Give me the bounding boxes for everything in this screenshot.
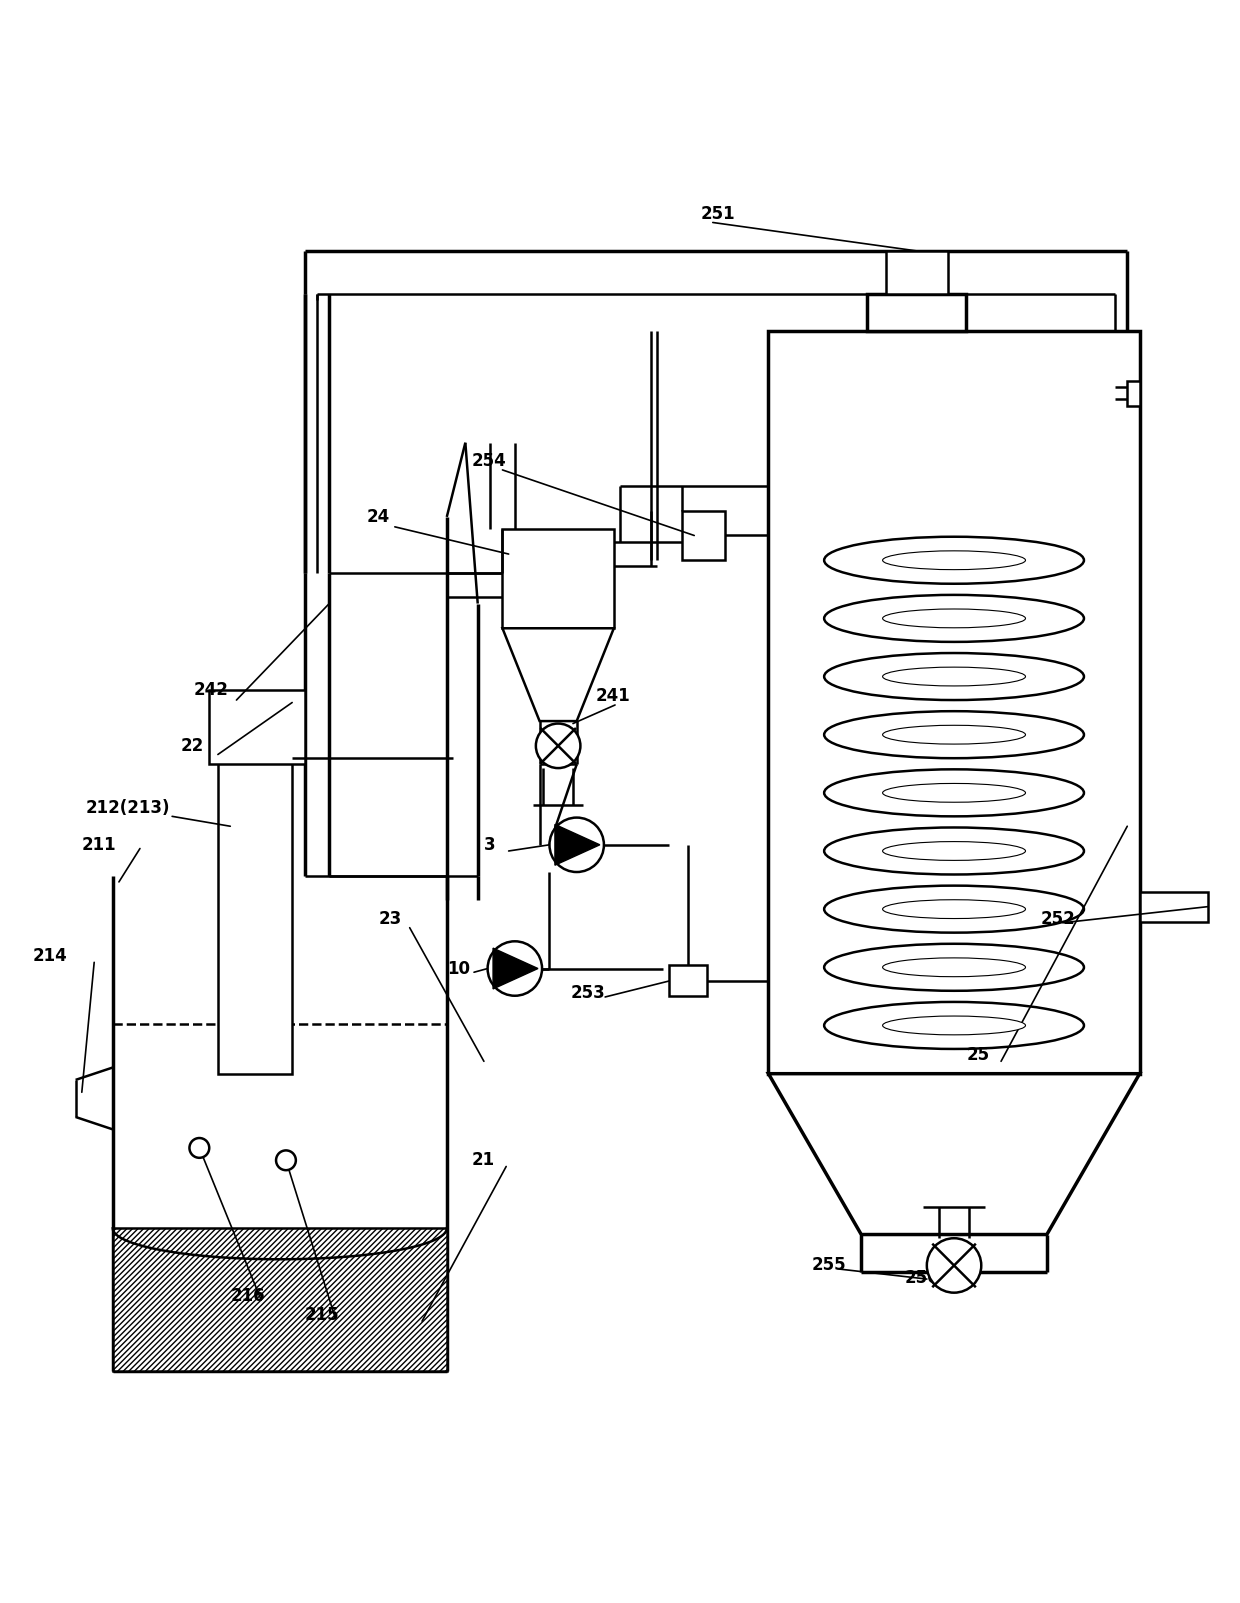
Text: 214: 214 <box>32 947 67 965</box>
Bar <box>502 529 614 628</box>
Text: 255: 255 <box>812 1257 847 1274</box>
Text: 216: 216 <box>231 1287 265 1305</box>
Polygon shape <box>502 628 614 721</box>
Ellipse shape <box>825 652 1084 701</box>
Ellipse shape <box>825 944 1084 991</box>
Circle shape <box>487 941 542 995</box>
Text: 256: 256 <box>904 1270 939 1287</box>
Bar <box>868 295 966 332</box>
Circle shape <box>549 818 604 872</box>
Ellipse shape <box>825 885 1084 933</box>
Ellipse shape <box>883 725 1025 744</box>
Ellipse shape <box>825 595 1084 641</box>
Ellipse shape <box>825 769 1084 816</box>
Ellipse shape <box>883 899 1025 919</box>
Bar <box>769 332 1140 1074</box>
Polygon shape <box>769 1074 1140 1234</box>
Text: 254: 254 <box>471 452 506 470</box>
Text: 241: 241 <box>595 688 630 705</box>
Ellipse shape <box>883 667 1025 686</box>
Ellipse shape <box>883 784 1025 802</box>
Circle shape <box>926 1238 981 1292</box>
Bar <box>670 965 707 997</box>
Circle shape <box>536 723 580 768</box>
Circle shape <box>190 1138 210 1157</box>
Text: 22: 22 <box>181 737 205 755</box>
Text: 242: 242 <box>193 681 228 699</box>
Text: 215: 215 <box>305 1306 339 1324</box>
Bar <box>210 691 305 765</box>
Ellipse shape <box>825 712 1084 758</box>
Bar <box>113 1228 446 1371</box>
Ellipse shape <box>825 827 1084 875</box>
Bar <box>1127 382 1140 406</box>
Ellipse shape <box>883 1016 1025 1036</box>
Bar <box>218 728 293 1074</box>
Bar <box>1140 891 1208 922</box>
Text: 251: 251 <box>701 205 735 223</box>
Text: 212(213): 212(213) <box>86 798 170 816</box>
Bar <box>887 252 947 295</box>
Text: 3: 3 <box>484 835 496 854</box>
Ellipse shape <box>883 609 1025 628</box>
Text: 252: 252 <box>1040 911 1075 928</box>
Text: 10: 10 <box>446 960 470 978</box>
Ellipse shape <box>883 959 1025 976</box>
Ellipse shape <box>825 537 1084 583</box>
Text: 253: 253 <box>570 984 605 1002</box>
Text: 21: 21 <box>471 1151 495 1169</box>
Polygon shape <box>494 947 538 989</box>
Text: 23: 23 <box>378 911 402 928</box>
Text: 211: 211 <box>82 835 117 854</box>
Ellipse shape <box>825 1002 1084 1048</box>
Bar <box>682 511 725 559</box>
Text: 24: 24 <box>366 508 389 526</box>
Ellipse shape <box>883 551 1025 569</box>
Text: 25: 25 <box>966 1047 990 1064</box>
Circle shape <box>277 1151 296 1170</box>
Polygon shape <box>556 824 600 866</box>
Ellipse shape <box>883 842 1025 861</box>
